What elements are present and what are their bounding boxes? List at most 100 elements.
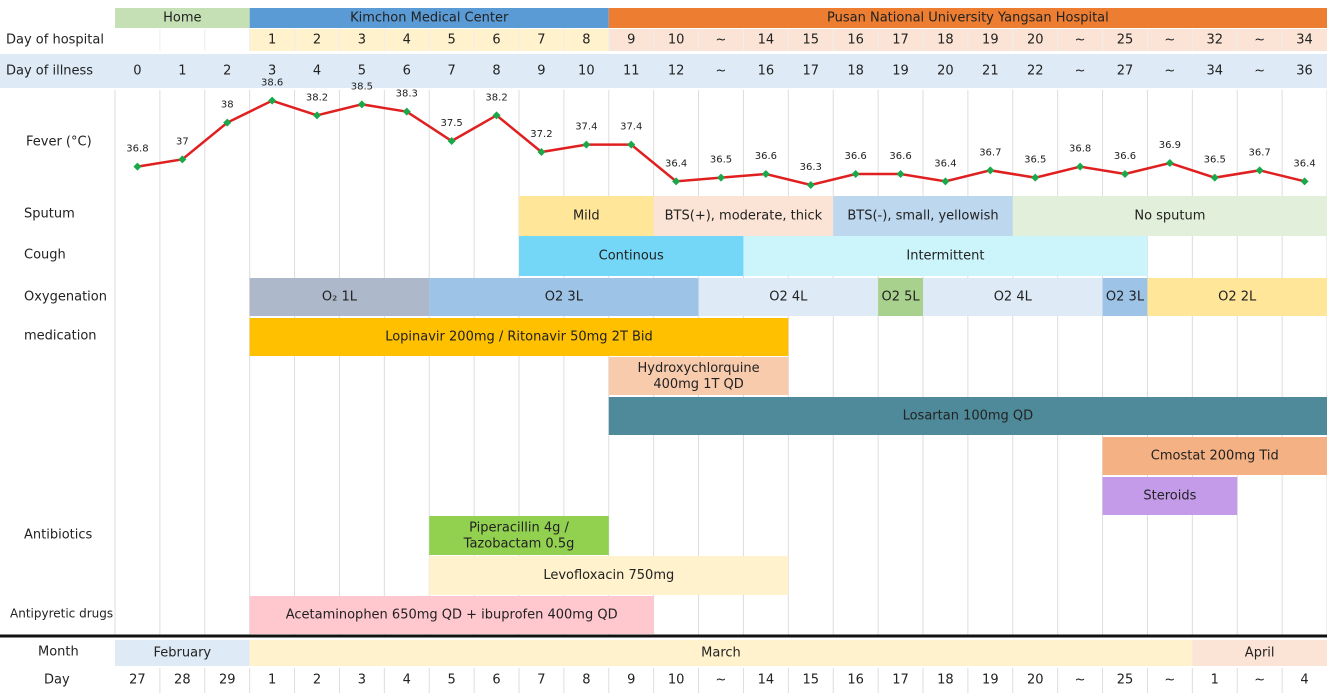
day-of-hospital: 15 — [803, 33, 820, 48]
fever-label: 38.2 — [306, 92, 328, 103]
fever-point — [178, 155, 187, 164]
day-of-illness: 27 — [1117, 64, 1134, 79]
day: 6 — [492, 673, 500, 688]
day: 1 — [1211, 673, 1219, 688]
fever-point — [402, 107, 411, 116]
fever-label: 36.6 — [755, 151, 777, 162]
treatment-bar — [923, 278, 1103, 316]
treatment-bar — [1012, 196, 1327, 236]
treatment-text: Acetaminophen 650mg QD + ibuprofen 400mg… — [286, 608, 618, 623]
treatment-text: O2 5L — [881, 290, 920, 305]
day-of-hospital: 8 — [582, 33, 590, 48]
fever-point — [133, 162, 142, 171]
day: 10 — [668, 673, 685, 688]
day-of-illness: ~ — [716, 64, 727, 79]
row-label: Day of hospital — [6, 33, 104, 48]
treatment-bar — [1147, 278, 1327, 316]
day-of-hospital: 5 — [448, 33, 456, 48]
day: 18 — [937, 673, 954, 688]
fever-point — [717, 173, 725, 182]
fever-label: 37 — [176, 136, 189, 147]
day-of-hospital: 32 — [1207, 33, 1224, 48]
fever-point — [806, 181, 815, 189]
fever-label: 36.5 — [1024, 155, 1046, 166]
day-of-illness: ~ — [1075, 64, 1086, 79]
fever-label: 37.5 — [441, 118, 463, 129]
day-of-hospital: 6 — [492, 33, 500, 48]
day-of-illness: 20 — [937, 64, 954, 79]
fever-label: 37.4 — [620, 122, 642, 133]
fever-point — [1031, 173, 1040, 182]
fever-label: 36.7 — [979, 147, 1001, 158]
day: 4 — [1300, 673, 1308, 688]
fever-point — [896, 170, 905, 178]
day-of-illness: 34 — [1207, 64, 1224, 79]
day: 8 — [582, 673, 590, 688]
day: 5 — [448, 673, 456, 688]
day-of-illness: 17 — [803, 64, 820, 79]
day: 28 — [174, 673, 191, 688]
treatment-bar — [653, 196, 834, 236]
fever-point — [357, 100, 366, 109]
day-of-hospital: 34 — [1296, 33, 1313, 48]
day-of-hospital: 17 — [892, 33, 909, 48]
fever-label: 36.6 — [1114, 151, 1136, 162]
treatment-bar — [1102, 278, 1148, 316]
hospital-name: Home — [163, 11, 201, 26]
day-of-illness: 5 — [358, 64, 366, 79]
fever-point — [672, 177, 681, 186]
day-of-illness: 16 — [758, 64, 775, 79]
month-name: April — [1245, 646, 1275, 661]
day-of-hospital: 2 — [313, 33, 321, 48]
month-band — [115, 640, 250, 666]
fever-label: 36.7 — [1249, 147, 1271, 158]
day: 7 — [537, 673, 545, 688]
day: 14 — [758, 673, 775, 688]
day-of-illness: ~ — [1164, 64, 1175, 79]
fever-label: 38.5 — [351, 81, 373, 92]
day: ~ — [716, 673, 727, 688]
fever-label: 36.3 — [800, 162, 822, 173]
day-of-illness: 10 — [578, 64, 595, 79]
row-label: Day of illness — [6, 64, 93, 79]
treatment-text: Mild — [573, 209, 600, 224]
treatment-bar — [519, 236, 744, 276]
fever-label: 37.4 — [575, 122, 597, 133]
day: 25 — [1117, 673, 1134, 688]
day-of-illness: 1 — [178, 64, 186, 79]
treatment-text: O2 3L — [1106, 290, 1145, 305]
day: 15 — [803, 673, 820, 688]
day-of-illness: 6 — [403, 64, 411, 79]
treatment-text: O₂ 1L — [322, 290, 358, 305]
day-of-hospital: 18 — [937, 33, 954, 48]
day: ~ — [1164, 673, 1175, 688]
fever-point — [627, 140, 636, 149]
fever-point — [492, 111, 501, 120]
day-of-hospital: 3 — [358, 33, 366, 48]
treatment-text: Piperacillin 4g / Tazobactam 0.5g — [463, 520, 575, 551]
fever-label: 36.9 — [1159, 140, 1181, 151]
month-name: February — [154, 646, 212, 661]
day-of-hospital: 7 — [537, 33, 545, 48]
fever-point — [851, 170, 860, 178]
fever-label: 36.8 — [1069, 144, 1091, 155]
fever-label: 38.6 — [261, 78, 283, 89]
hospital-name: Pusan National University Yangsan Hospit… — [827, 11, 1109, 26]
fever-label: 36.4 — [934, 158, 956, 169]
treatment-text: O2 3L — [545, 290, 584, 305]
day: 20 — [1027, 673, 1044, 688]
treatment-text: O2 4L — [769, 290, 808, 305]
fever-point — [537, 148, 546, 156]
day-of-hospital: 14 — [758, 33, 775, 48]
day-of-illness: 22 — [1027, 64, 1044, 79]
treatment-text: Continous — [599, 249, 664, 264]
day-of-hospital: ~ — [1164, 33, 1175, 48]
fever-point — [1121, 170, 1129, 178]
fever-label: 37.2 — [530, 129, 552, 140]
treatment-text: Cmostat 200mg Tid — [1151, 449, 1279, 464]
treatment-bar — [249, 318, 789, 356]
day-of-illness: 18 — [847, 64, 864, 79]
day-of-hospital: 9 — [627, 33, 635, 48]
day-of-hospital: 10 — [668, 33, 685, 48]
hospital-band — [115, 8, 250, 28]
